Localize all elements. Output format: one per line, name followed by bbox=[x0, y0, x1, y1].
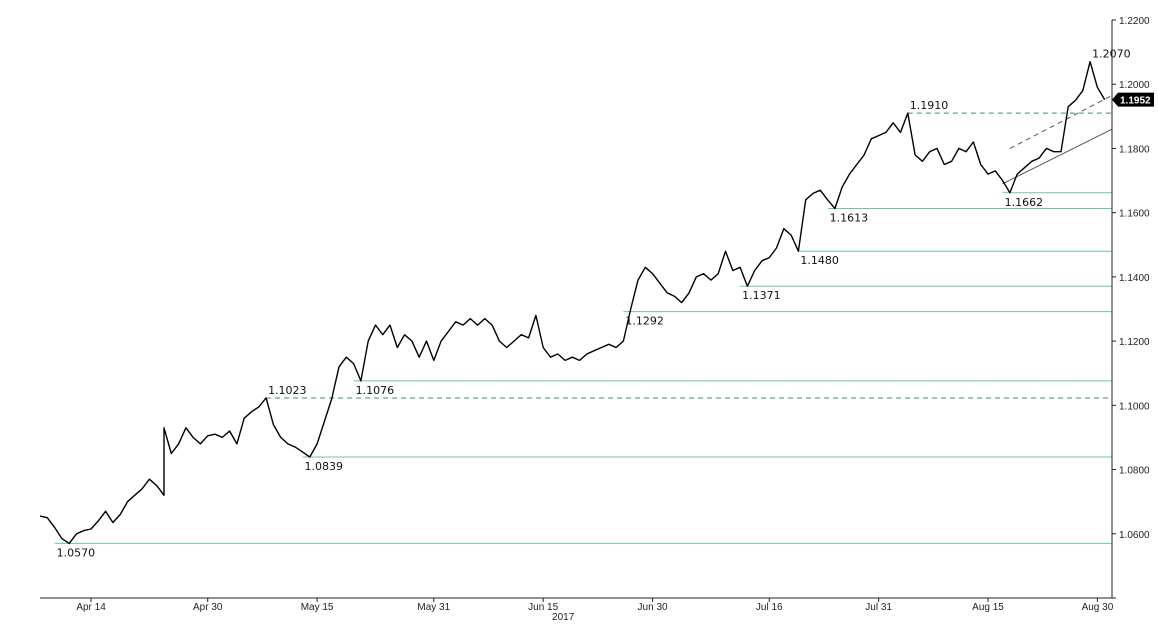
last-price-background bbox=[1112, 92, 1154, 107]
axes bbox=[40, 20, 1116, 599]
y-axis-ticks: 1.0600 1.0800 1.1000 1.1200 1.1400 1.1600 1.18… bbox=[1112, 16, 1150, 541]
trend-lines bbox=[1002, 95, 1113, 185]
x-tick-label: Aug 15 bbox=[972, 602, 1004, 613]
x-tick-label: Jun 30 bbox=[638, 602, 668, 613]
x-tick-label: Jul 31 bbox=[865, 602, 892, 613]
x-tick-label: Apr 14 bbox=[76, 602, 106, 613]
level-label: 1.1076 bbox=[356, 384, 395, 397]
level-label: 1.1662 bbox=[1005, 196, 1044, 209]
level-label: 1.1613 bbox=[830, 211, 869, 224]
y-tick-label: 1.1000 bbox=[1119, 401, 1150, 412]
x-tick-label: Jul 16 bbox=[756, 602, 783, 613]
trend-line bbox=[1002, 128, 1113, 185]
price-line bbox=[39, 61, 1106, 545]
y-tick-label: 1.2000 bbox=[1119, 80, 1150, 91]
level-label: 1.1023 bbox=[268, 384, 307, 397]
level-labels: 1.0570 1.0839 1.1023 1.1076 1.1292 1.1371 1.14… bbox=[57, 48, 1131, 560]
level-label: 1.1910 bbox=[910, 99, 949, 112]
level-label: 1.0839 bbox=[305, 460, 344, 473]
y-tick-label: 1.1800 bbox=[1119, 144, 1150, 155]
x-tick-label: May 31 bbox=[417, 602, 450, 613]
y-tick-label: 1.1400 bbox=[1119, 273, 1150, 284]
last-price-label: 1.1952 bbox=[1120, 96, 1151, 107]
x-tick-label: Jun 15 bbox=[528, 602, 558, 613]
x-tick-label: May 15 bbox=[301, 602, 334, 613]
level-label: 1.0570 bbox=[57, 546, 96, 559]
y-tick-label: 1.0600 bbox=[1119, 530, 1150, 541]
y-tick-label: 1.1600 bbox=[1119, 209, 1150, 220]
y-tick-label: 1.0800 bbox=[1119, 466, 1150, 477]
level-label: 1.1480 bbox=[800, 254, 839, 267]
last-price-tag: 1.1952 bbox=[1112, 92, 1154, 107]
x-tick-label: Aug 30 bbox=[1082, 602, 1114, 613]
level-label: 1.1292 bbox=[625, 315, 664, 328]
level-label: 1.1371 bbox=[742, 289, 781, 302]
x-tick-label: Apr 30 bbox=[193, 602, 223, 613]
level-label: 1.2070 bbox=[1092, 48, 1131, 61]
support-resistance-levels bbox=[54, 112, 1112, 544]
y-tick-label: 1.2200 bbox=[1119, 16, 1150, 27]
year-label: 2017 bbox=[552, 612, 575, 623]
y-tick-label: 1.1200 bbox=[1119, 337, 1150, 348]
trend-line bbox=[1009, 95, 1113, 149]
x-axis-ticks: Apr 14 Apr 30 May 15 May 31 Jun 15 Jun 30 Jul … bbox=[76, 598, 1114, 613]
price-series bbox=[39, 61, 1106, 545]
